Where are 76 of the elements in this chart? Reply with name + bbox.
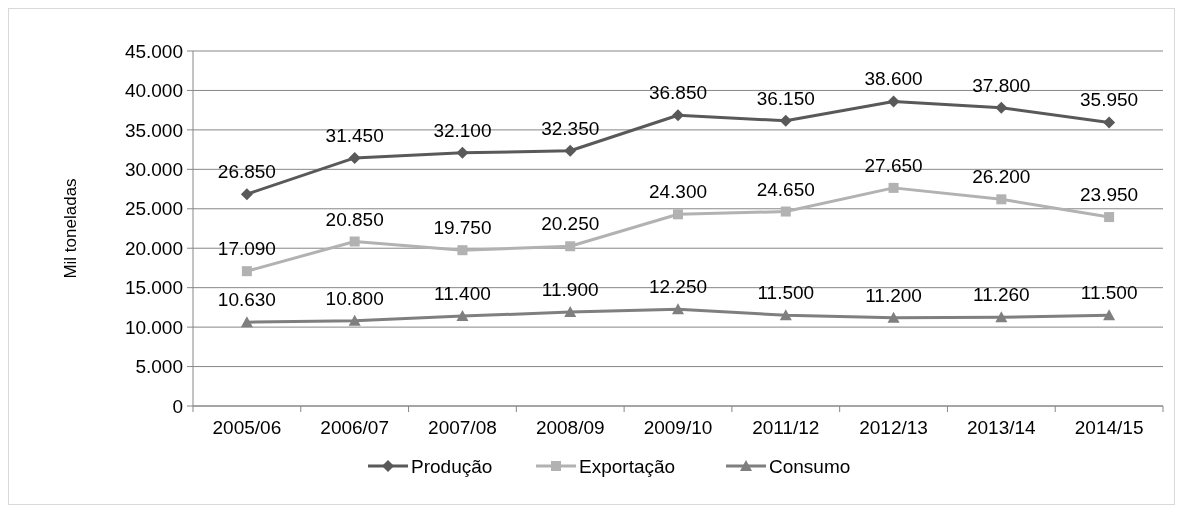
point xyxy=(564,306,577,318)
point xyxy=(348,151,361,164)
data-label: 35.950 xyxy=(1080,89,1139,111)
data-label: 11.260 xyxy=(972,284,1030,306)
legend-label: Consumo xyxy=(769,455,851,477)
y-tick-label: 40.000 xyxy=(124,80,183,102)
data-label: 31.450 xyxy=(325,124,384,146)
data-label: 10.630 xyxy=(217,289,276,311)
point xyxy=(241,266,252,277)
point xyxy=(456,146,469,159)
point xyxy=(887,311,900,323)
point xyxy=(348,314,361,326)
point xyxy=(457,245,468,256)
data-label: 11.500 xyxy=(1080,282,1138,304)
data-label: 10.800 xyxy=(325,287,384,309)
point xyxy=(1104,212,1115,223)
data-label: 26.850 xyxy=(217,161,276,183)
x-tick-label: 2011/12 xyxy=(752,417,820,438)
point xyxy=(564,144,577,157)
x-tick-label: 2009/10 xyxy=(643,417,713,438)
data-label: 12.250 xyxy=(648,276,708,298)
legend-label: Produção xyxy=(411,455,493,477)
data-label: 37.800 xyxy=(972,74,1031,96)
point xyxy=(672,303,684,315)
x-tick-label: 2006/07 xyxy=(320,417,390,438)
x-tick-label: 2007/08 xyxy=(428,417,497,438)
point xyxy=(995,101,1008,114)
data-label: 36.150 xyxy=(756,87,815,109)
point xyxy=(240,188,253,201)
data-label: 17.090 xyxy=(217,238,276,260)
data-label: 32.350 xyxy=(541,117,600,139)
point xyxy=(996,194,1007,205)
point xyxy=(673,209,683,220)
y-tick-label: 15.000 xyxy=(124,277,183,299)
point xyxy=(456,310,469,322)
legend-label: Exportação xyxy=(579,455,676,477)
x-tick-label: 2013/14 xyxy=(966,417,1037,438)
y-tick-label: 45.000 xyxy=(124,40,183,62)
y-tick-label: 30.000 xyxy=(124,158,183,180)
data-label: 38.600 xyxy=(864,68,923,90)
data-label: 24.300 xyxy=(648,181,708,203)
y-tick-label: 0 xyxy=(172,395,183,417)
x-tick-label: 2008/09 xyxy=(535,417,605,438)
y-tick-label: 20.000 xyxy=(124,237,183,259)
point xyxy=(888,182,899,193)
point xyxy=(240,316,253,328)
point xyxy=(1103,116,1116,129)
data-label: 27.650 xyxy=(864,154,923,176)
y-axis-title: Mil toneladas xyxy=(61,178,80,279)
point xyxy=(779,309,792,321)
data-label: 11.900 xyxy=(541,279,599,301)
x-tick-label: 2014/15 xyxy=(1074,417,1144,438)
point xyxy=(780,206,791,217)
point xyxy=(995,311,1008,323)
data-label: 19.750 xyxy=(433,217,492,239)
x-tick-label: 2005/06 xyxy=(212,417,282,438)
point xyxy=(565,241,576,252)
point xyxy=(349,236,360,247)
y-tick-label: 5.000 xyxy=(135,356,183,378)
y-tick-label: 35.000 xyxy=(124,119,183,141)
data-label: 36.850 xyxy=(648,82,708,104)
point xyxy=(672,109,684,122)
point xyxy=(887,95,900,108)
data-label: 20.250 xyxy=(541,213,600,235)
data-label: 20.850 xyxy=(325,208,384,230)
data-label: 23.950 xyxy=(1080,184,1139,206)
data-label: 11.200 xyxy=(865,284,922,306)
point xyxy=(1103,309,1116,321)
data-label: 32.100 xyxy=(433,119,492,141)
x-tick-label: 2012/13 xyxy=(859,417,928,438)
data-label: 24.650 xyxy=(756,178,815,200)
y-tick-label: 25.000 xyxy=(124,198,183,220)
data-label: 26.200 xyxy=(972,166,1031,188)
y-tick-label: 10.000 xyxy=(124,316,183,338)
data-label: 11.400 xyxy=(434,283,491,305)
data-label: 11.500 xyxy=(757,282,815,304)
